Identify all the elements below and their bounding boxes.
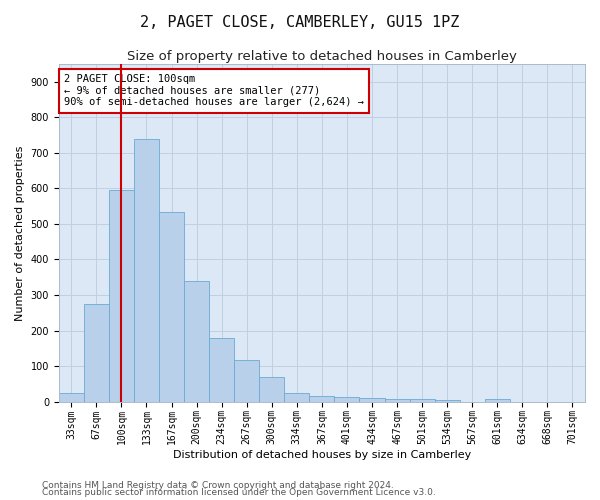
Bar [159, 212, 184, 402]
Text: Contains public sector information licensed under the Open Government Licence v3: Contains public sector information licen… [42, 488, 436, 497]
Bar [259, 376, 284, 402]
Bar [284, 392, 310, 402]
Bar [134, 138, 159, 402]
Text: Contains HM Land Registry data © Crown copyright and database right 2024.: Contains HM Land Registry data © Crown c… [42, 480, 394, 490]
Bar [485, 398, 510, 402]
Bar [434, 400, 460, 402]
Bar [184, 281, 209, 402]
Y-axis label: Number of detached properties: Number of detached properties [15, 145, 25, 320]
Bar [385, 398, 410, 402]
Bar [209, 338, 234, 402]
Bar [310, 396, 334, 402]
Text: 2 PAGET CLOSE: 100sqm
← 9% of detached houses are smaller (277)
90% of semi-deta: 2 PAGET CLOSE: 100sqm ← 9% of detached h… [64, 74, 364, 108]
Bar [84, 304, 109, 402]
Text: 2, PAGET CLOSE, CAMBERLEY, GU15 1PZ: 2, PAGET CLOSE, CAMBERLEY, GU15 1PZ [140, 15, 460, 30]
Bar [59, 392, 84, 402]
Bar [109, 190, 134, 402]
Bar [410, 399, 434, 402]
Bar [359, 398, 385, 402]
Title: Size of property relative to detached houses in Camberley: Size of property relative to detached ho… [127, 50, 517, 63]
Bar [334, 397, 359, 402]
X-axis label: Distribution of detached houses by size in Camberley: Distribution of detached houses by size … [173, 450, 471, 460]
Bar [234, 360, 259, 402]
